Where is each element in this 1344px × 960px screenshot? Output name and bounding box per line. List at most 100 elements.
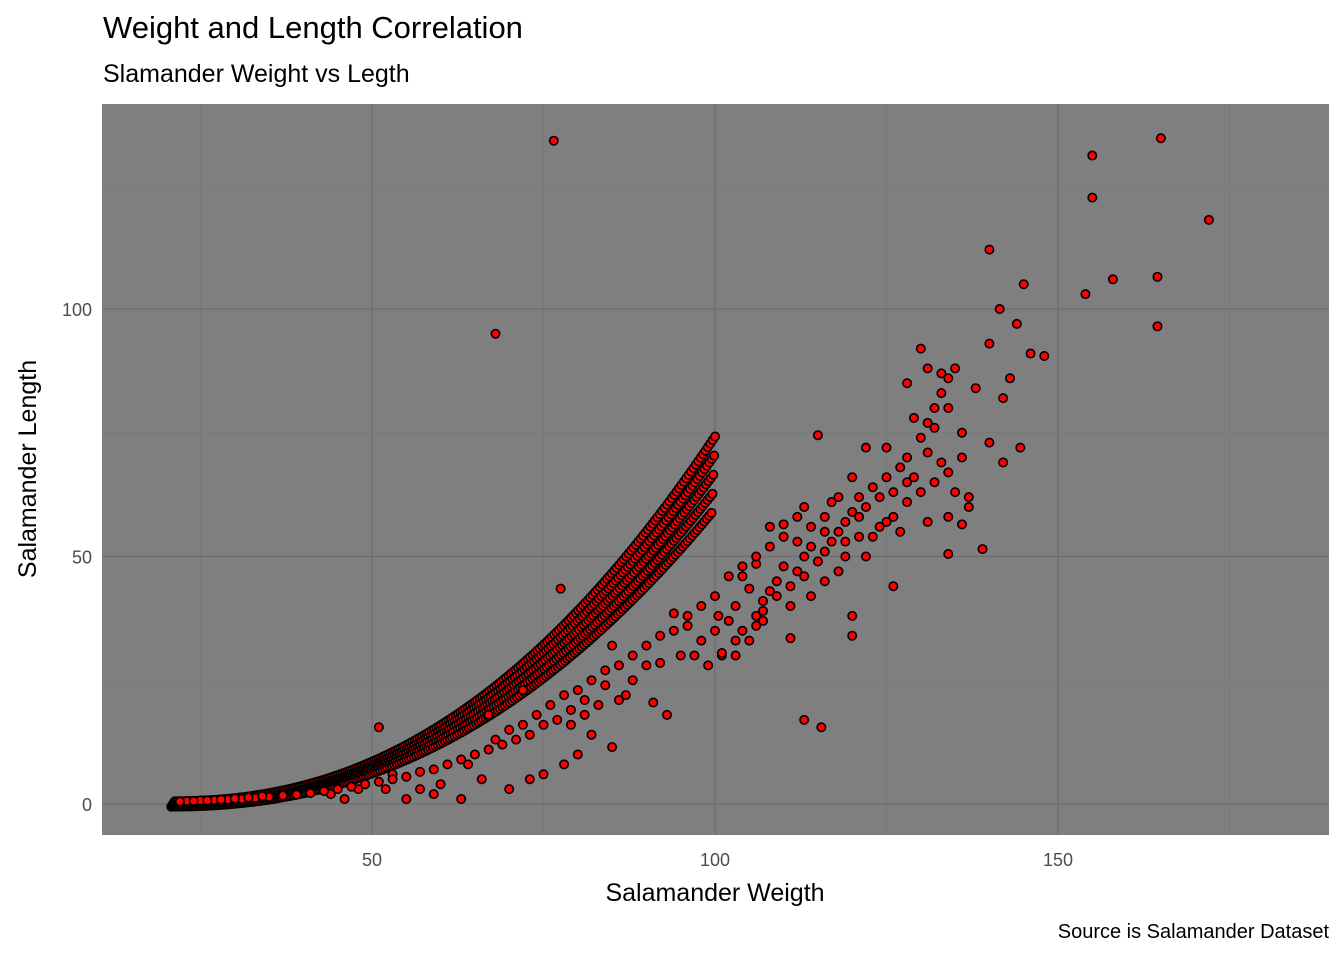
scatter-point (696, 635, 707, 646)
y-tick-label: 50 (72, 548, 92, 568)
scatter-point (1011, 318, 1022, 329)
scatter-point (799, 501, 810, 512)
scatter-point (943, 373, 954, 384)
scatter-point (627, 675, 638, 686)
scatter-point (833, 566, 844, 577)
scatter-point (723, 571, 734, 582)
scatter-point (915, 487, 926, 498)
scatter-point (559, 759, 570, 770)
scatter-point (1018, 279, 1029, 290)
scatter-point (600, 680, 611, 691)
scatter-point (854, 492, 865, 503)
scatter-point (1004, 373, 1015, 384)
scatter-point (188, 796, 199, 807)
scatter-point (778, 531, 789, 542)
scatter-point (847, 506, 858, 517)
scatter-point (902, 497, 913, 508)
scatter-point (785, 600, 796, 611)
scatter-point (826, 497, 837, 508)
scatter-point (1203, 214, 1214, 225)
scatter-point (360, 779, 371, 790)
scatter-point (600, 665, 611, 676)
scatter-point (902, 378, 913, 389)
scatter-point (758, 615, 769, 626)
scatter-point (744, 635, 755, 646)
scatter-point (428, 789, 439, 800)
scatter-point (709, 591, 720, 602)
scatter-point (929, 477, 940, 488)
scatter-point (998, 393, 1009, 404)
scatter-point (908, 412, 919, 423)
scatter-point (675, 650, 686, 661)
scatter-point (764, 586, 775, 597)
scatter-point (483, 709, 494, 720)
scatter-point (994, 303, 1005, 314)
scatter-point (613, 695, 624, 706)
scatter-point (778, 561, 789, 572)
scatter-point (490, 328, 501, 339)
scatter-point (840, 551, 851, 562)
scatter-point (565, 704, 576, 715)
scatter-point (490, 734, 501, 745)
scatter-point (257, 791, 268, 802)
scatter-point (305, 788, 316, 799)
scatter-point (950, 363, 961, 374)
scatter-point (373, 776, 384, 787)
scatter-point (648, 697, 659, 708)
scatter-point (428, 764, 439, 775)
x-axis-title: Salamander Weigth (605, 879, 824, 907)
scatter-point (476, 774, 487, 785)
scatter-point (963, 492, 974, 503)
scatter-point (922, 417, 933, 428)
scatter-point (847, 472, 858, 483)
scatter-point (380, 784, 391, 795)
scatter-point (456, 754, 467, 765)
scatter-point (216, 794, 227, 805)
scatter-point (881, 442, 892, 453)
scatter-point (922, 447, 933, 458)
scatter-point (586, 729, 597, 740)
x-tick-label: 100 (700, 850, 730, 870)
scatter-point (998, 457, 1009, 468)
scatter-point (895, 526, 906, 537)
scatter-point (524, 729, 535, 740)
scatter-point (174, 796, 185, 807)
scatter-point (552, 714, 563, 725)
scatter-point (524, 774, 535, 785)
scatter-point (723, 615, 734, 626)
scatter-point (703, 660, 714, 671)
scatter-point (716, 648, 727, 659)
scatter-point (682, 620, 693, 631)
scatter-point (497, 739, 508, 750)
y-axis-title: Salamander Length (14, 360, 42, 578)
scatter-point (902, 477, 913, 488)
scatter-point (922, 363, 933, 374)
x-tick-label: 50 (362, 850, 382, 870)
scatter-point (799, 551, 810, 562)
scatter-point (655, 630, 666, 641)
scatter-point (881, 516, 892, 527)
scatter-point (751, 610, 762, 621)
scatter-point (812, 556, 823, 567)
scatter-point (435, 779, 446, 790)
scatter-point (511, 734, 522, 745)
scatter-point (1025, 348, 1036, 359)
scatter-point (627, 650, 638, 661)
scatter-point (1039, 351, 1050, 362)
scatter-point (792, 511, 803, 522)
scatter-point (860, 551, 871, 562)
scatter-point (840, 536, 851, 547)
scatter-point (607, 640, 618, 651)
scatter-point (792, 536, 803, 547)
scatter-point (1015, 442, 1026, 453)
scatter-point (737, 571, 748, 582)
scatter-point (401, 771, 412, 782)
scatter-point (874, 521, 885, 532)
scatter-point (908, 472, 919, 483)
scatter-point (229, 793, 240, 804)
scatter-point (572, 685, 583, 696)
scatter-point (929, 422, 940, 433)
scatter-point (854, 511, 865, 522)
scatter-point (847, 630, 858, 641)
scatter-point (730, 635, 741, 646)
